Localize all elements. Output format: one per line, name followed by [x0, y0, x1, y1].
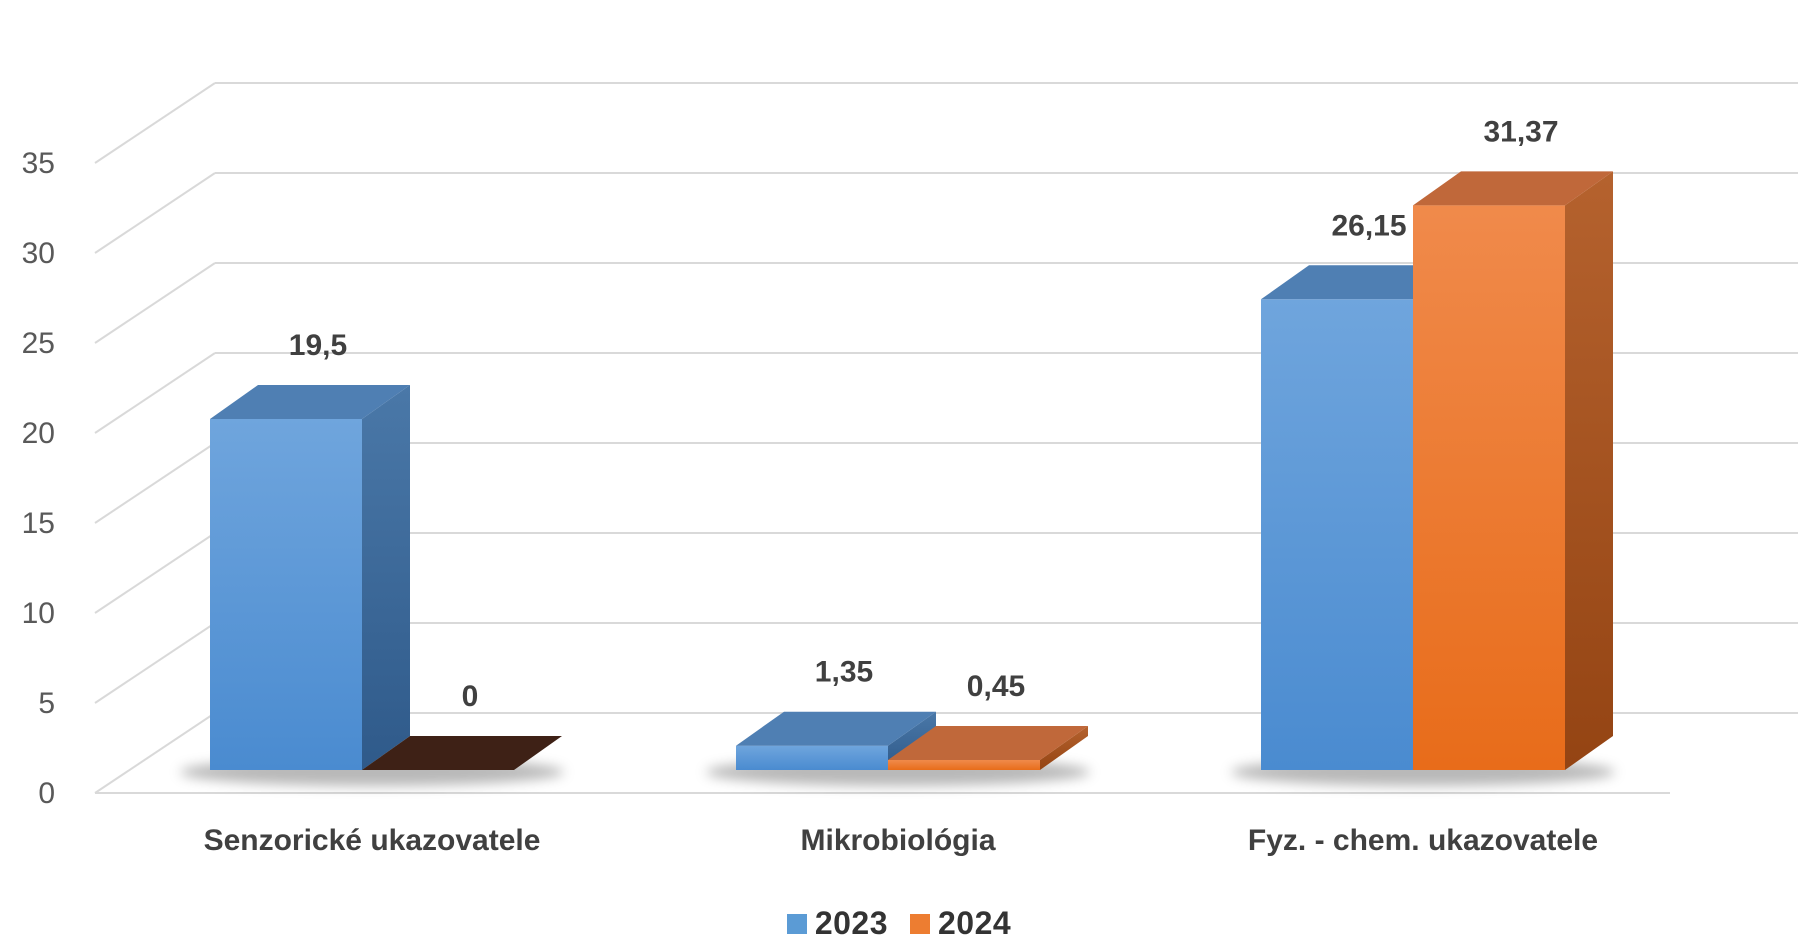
- data-label-2023-3: 26,15: [1331, 209, 1406, 242]
- bar-front: [210, 419, 362, 770]
- bar-front: [888, 760, 1040, 770]
- data-label-2023-2: 1,35: [815, 656, 873, 689]
- bar-2023-2: [736, 711, 936, 770]
- x-axis: Senzorické ukazovatele Mikrobiológia Fyz. …: [204, 824, 1598, 857]
- y-tick-label: 10: [22, 597, 55, 630]
- legend-label-2024: 2024: [938, 905, 1012, 941]
- x-tick-label: Fyz. - chem. ukazovatele: [1248, 824, 1598, 857]
- y-axis: 0 5 10 15 20 25 30 35: [22, 147, 55, 810]
- y-tick-label: 15: [22, 507, 55, 540]
- bar-front: [736, 745, 888, 770]
- data-label-2024-2: 0,45: [967, 670, 1025, 703]
- gridline: [94, 82, 1798, 164]
- legend-item-2023: 2023: [786, 905, 888, 942]
- y-tick-label: 35: [22, 147, 55, 180]
- data-label-2024-1: 0: [462, 680, 479, 713]
- bar-top: [1413, 171, 1613, 206]
- data-labels: 19,5 0 1,35 0,45 26,15 31,37: [289, 115, 1559, 713]
- bar-top: [362, 736, 562, 770]
- data-label-2024-3: 31,37: [1483, 115, 1558, 148]
- legend-swatch-2023: [786, 913, 807, 934]
- bar-top: [736, 711, 936, 746]
- legend-item-2024: 2024: [910, 905, 1011, 942]
- y-tick-label: 20: [22, 417, 55, 450]
- bar-2024-2: [888, 726, 1088, 770]
- x-tick-label: Mikrobiológia: [801, 824, 996, 857]
- y-tick-label: 5: [38, 687, 55, 720]
- y-tick-label: 0: [38, 777, 55, 810]
- bar-2024-3: [1413, 171, 1613, 771]
- x-tick-label: Senzorické ukazovatele: [204, 824, 541, 857]
- data-label-2023-1: 19,5: [289, 329, 347, 362]
- bar-top: [888, 726, 1088, 760]
- bar-top: [210, 385, 410, 419]
- y-tick-label: 25: [22, 327, 55, 360]
- bar-front: [1261, 299, 1413, 770]
- bar-side: [1040, 726, 1088, 770]
- legend: 2023 2024: [0, 905, 1798, 942]
- bar-top: [1261, 265, 1461, 300]
- legend-swatch-2024: [910, 913, 930, 934]
- legend-label-2023: 2023: [814, 905, 888, 941]
- bar-2023-1: [210, 385, 410, 770]
- bar-front: [1413, 205, 1565, 771]
- bar-side: [362, 385, 410, 770]
- bar-side: [1565, 171, 1613, 771]
- y-tick-label: 30: [22, 237, 55, 270]
- bar-2024-1: [362, 736, 562, 770]
- bars: [210, 171, 1613, 771]
